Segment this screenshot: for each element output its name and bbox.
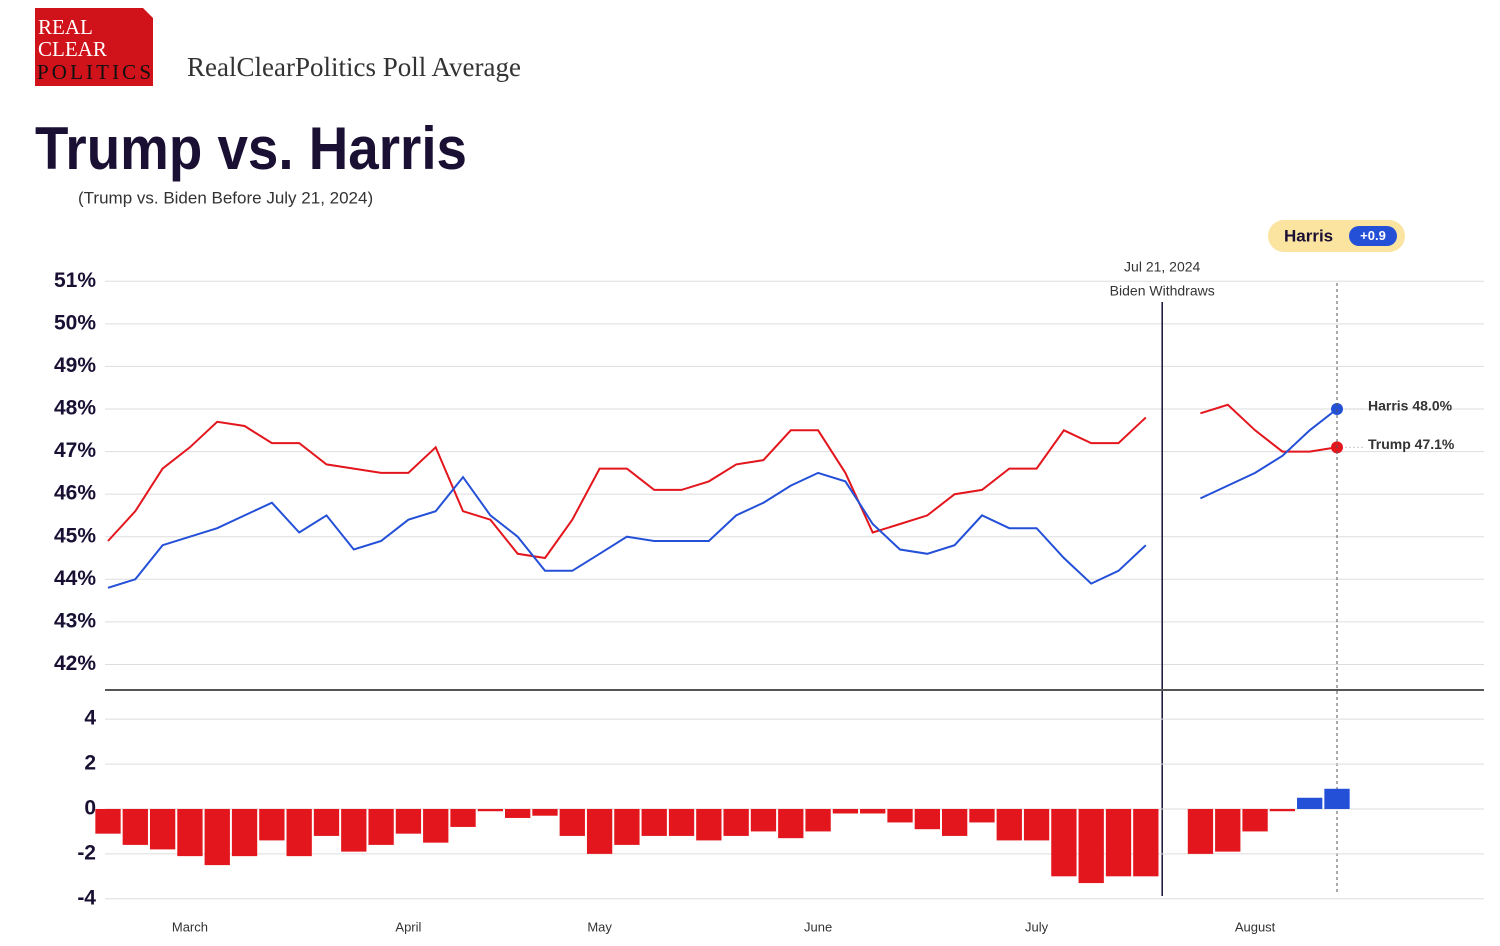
spread-bar [641, 808, 667, 836]
logo: REAL CLEAR POLITICS [35, 8, 153, 86]
spread-bar [1078, 808, 1104, 884]
y-tick-label: 51% [54, 269, 96, 292]
spread-bar [996, 808, 1022, 841]
y-tick-label: 4 [84, 707, 96, 730]
site-title: RealClearPolitics Poll Average [187, 52, 521, 82]
spread-bar [313, 808, 340, 836]
logo-text: CLEAR [38, 37, 107, 61]
y-tick-label: 49% [54, 354, 96, 377]
spread-bar [149, 808, 176, 850]
event-label: Biden Withdraws [1110, 283, 1215, 299]
x-tick-label: July [1025, 919, 1049, 934]
spread-bar [1242, 808, 1268, 832]
spread-bar [559, 808, 585, 836]
end-label: Trump 47.1% [1368, 436, 1455, 452]
spread-bar [177, 808, 203, 857]
spread-bar [1187, 808, 1214, 854]
spread-bar [423, 808, 449, 843]
spread-bar [368, 808, 394, 845]
spread-bar [1324, 788, 1350, 809]
logo-text: REAL [38, 15, 93, 39]
x-tick-label: August [1235, 919, 1276, 934]
spread-bar [477, 808, 504, 812]
spread-bar [1023, 808, 1050, 841]
x-tick-label: May [587, 919, 612, 934]
spread-bar [231, 808, 258, 857]
y-tick-label: 43% [54, 609, 96, 632]
event-date: Jul 21, 2024 [1124, 259, 1200, 275]
y-tick-label: -4 [77, 886, 96, 909]
spread-bar [450, 808, 476, 827]
spread-bar [887, 808, 913, 823]
spread-bar [1269, 808, 1296, 812]
x-tick-label: June [804, 919, 832, 934]
x-tick-label: March [172, 919, 208, 934]
x-tick-label: April [395, 919, 421, 934]
spread-bar [832, 808, 859, 814]
spread-bar [1297, 797, 1323, 809]
y-tick-label: 50% [54, 311, 96, 334]
badge-name: Harris [1284, 226, 1333, 245]
spread-bar [778, 808, 804, 839]
spread-bar [614, 808, 640, 845]
spread-bar [286, 808, 312, 857]
logo-box [35, 8, 153, 86]
series-line [107, 403, 1338, 560]
y-tick-label: 0 [84, 797, 96, 820]
y-tick-label: 47% [54, 439, 96, 462]
spread-bar [95, 808, 121, 834]
spread-bar [860, 808, 886, 814]
spread-bar [696, 808, 722, 841]
series-line [107, 408, 1338, 589]
badge-spread: +0.9 [1360, 228, 1386, 243]
spread-bar [341, 808, 367, 852]
y-tick-label: -2 [77, 841, 96, 864]
spread-bar [805, 808, 831, 832]
spread-bar [259, 808, 285, 841]
chart-subtitle: (Trump vs. Biden Before July 21, 2024) [78, 188, 373, 207]
spread-bar [1051, 808, 1077, 877]
spread-bar [505, 808, 531, 818]
spread-bar [914, 808, 940, 830]
y-tick-label: 44% [54, 567, 96, 590]
spread-bar [1215, 808, 1241, 852]
spread-bar [204, 808, 230, 866]
spread-bar [1105, 808, 1132, 877]
spread-bar [668, 808, 695, 836]
y-tick-label: 42% [54, 652, 96, 675]
spread-bar [723, 808, 749, 836]
spread-bar [969, 808, 995, 823]
spread-bar [586, 808, 613, 854]
badge-pill [1349, 226, 1397, 246]
leader-badge: Harris +0.9 [1268, 220, 1405, 252]
y-tick-label: 2 [84, 752, 96, 775]
chart-title: Trump vs. Harris [35, 115, 467, 182]
end-label: Harris 48.0% [1368, 398, 1453, 414]
spread-bar [395, 808, 422, 834]
y-tick-label: 48% [54, 397, 96, 420]
spread-bar [1133, 808, 1159, 877]
spread-bar [750, 808, 777, 832]
spread-bar [122, 808, 148, 845]
y-tick-label: 45% [54, 524, 96, 547]
spread-bar [532, 808, 558, 816]
spread-bar [941, 808, 968, 836]
y-tick-label: 46% [54, 482, 96, 505]
